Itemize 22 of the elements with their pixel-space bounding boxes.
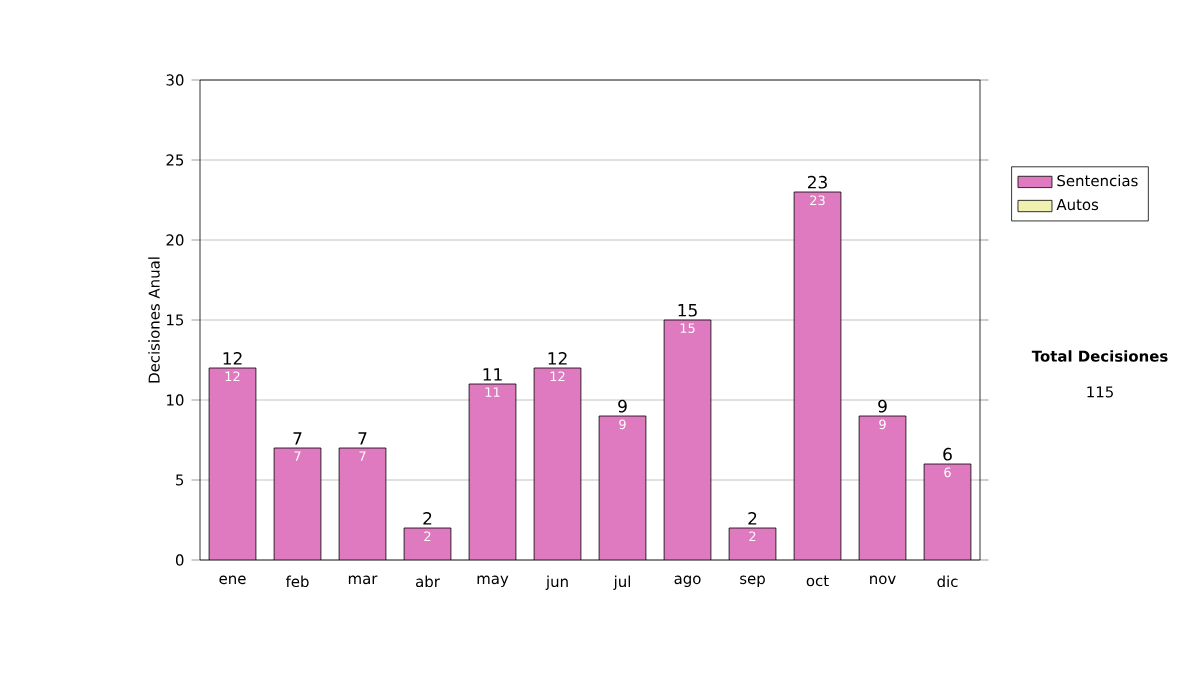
- bar: [599, 416, 646, 560]
- total-label: 23: [807, 175, 827, 189]
- bar: [209, 368, 256, 560]
- total-label: 6: [943, 447, 952, 461]
- total-label: 11: [483, 368, 502, 381]
- total-label: 12: [548, 352, 567, 365]
- bar: [534, 368, 581, 560]
- total-label: 7: [358, 432, 367, 445]
- total-label: 9: [878, 399, 887, 413]
- total-label: 12: [223, 352, 242, 365]
- bar: [859, 416, 906, 560]
- total-label: 2: [423, 512, 432, 525]
- total-label: 9: [618, 399, 627, 413]
- total-label: 2: [748, 512, 757, 525]
- bar: [339, 448, 386, 560]
- total-label: 15: [678, 304, 697, 317]
- bar: [794, 192, 841, 560]
- bar: [923, 463, 972, 560]
- bar: [664, 320, 711, 560]
- bar: [274, 448, 321, 560]
- total-label: 7: [293, 432, 302, 445]
- bar: [469, 384, 516, 560]
